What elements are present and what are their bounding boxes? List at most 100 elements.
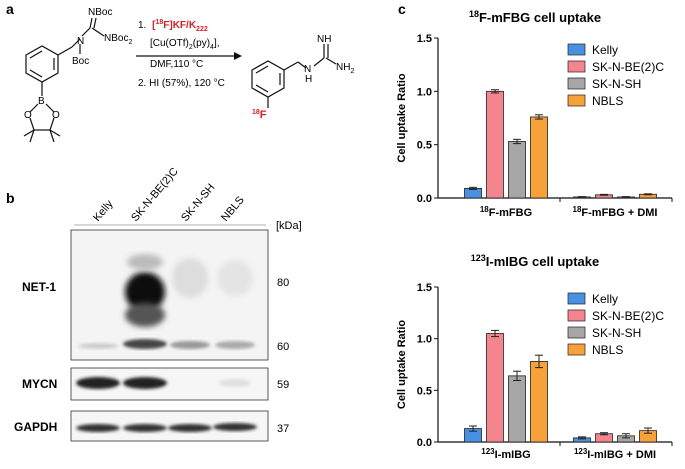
category-label: 18F-mFBG + DMI [573, 205, 658, 219]
lane-label-skn-be2c: SK-N-BE(2)C [129, 166, 181, 224]
boron-label: B [38, 96, 45, 107]
reaction-conditions-catalyst: [Cu(OTf)2(py)4], [150, 38, 220, 51]
legend-label: SK-N-SH [592, 326, 641, 340]
net1-band-kelly-60 [78, 343, 118, 349]
legend-swatch [567, 43, 586, 56]
legend-label: Kelly [592, 43, 618, 57]
chart-title-text: F-mFBG cell uptake [479, 10, 601, 25]
category-label: 18F-mFBG [480, 205, 532, 219]
marker-59-label: 59 [277, 379, 289, 391]
legend-swatch [567, 309, 586, 322]
net1-band-nbls-60 [215, 341, 255, 349]
category-label-superscript: 123 [574, 447, 588, 456]
y-axis-label: Cell uptake Ratio [396, 320, 408, 410]
chart-title-text: I-mIBG cell uptake [486, 254, 599, 269]
category-label-text: F-mFBG [489, 207, 532, 219]
legend-swatch [567, 60, 586, 73]
bar [530, 360, 548, 443]
reaction-arrow-head [234, 52, 242, 60]
bar [508, 375, 526, 443]
y-tick-label: 1.0 [417, 334, 432, 346]
category-label-text: I-mIBG + DMI [587, 449, 656, 461]
oxygen-label-left: O [24, 110, 32, 121]
category-label-superscript: 18 [480, 205, 489, 214]
gapdh-band-nbls [213, 423, 257, 431]
product-nh2-label: NH2 [336, 62, 354, 75]
legend-label: SK-N-SH [592, 77, 641, 91]
lane-label-kelly: Kelly [91, 198, 116, 224]
legend-label: NBLS [592, 94, 623, 108]
product-h-label: H [305, 74, 312, 85]
product-nh-label: NH [317, 34, 331, 45]
mycn-band-kelly [76, 377, 120, 389]
category-label-text: F-mFBG + DMI [581, 207, 657, 219]
gapdh-band-skn-sh [168, 424, 212, 432]
reaction-conditions-solvent: DMF,110 °C [150, 59, 203, 70]
marker-80-label: 80 [277, 277, 289, 289]
category-label: 123I-mIBG [481, 447, 530, 461]
synthesis-scheme: a [6, 1, 354, 143]
product-ring [251, 60, 285, 98]
product-structure [251, 44, 337, 108]
y-tick-label: 0.0 [417, 437, 432, 449]
bar [530, 116, 548, 199]
panel-label-c: c [398, 1, 406, 17]
y-tick-label: 1.5 [417, 33, 432, 45]
category-label-superscript: 18 [573, 205, 582, 214]
bar [486, 90, 504, 199]
legend-label: Kelly [592, 292, 618, 306]
category-label-superscript: 123 [481, 447, 495, 456]
legend-swatch [567, 343, 586, 356]
net1-band-skn-sh-haze [172, 258, 208, 298]
mycn-row-label: MYCN [22, 377, 57, 391]
lane-label-skn-sh: SK-N-SH [179, 182, 217, 224]
oxygen-label-right: O [52, 110, 60, 121]
marker-37-label: 37 [277, 423, 289, 435]
reaction-step-1: 1. [18F]KF/K222 [138, 19, 208, 33]
bar [486, 333, 504, 443]
y-tick-label: 1.5 [417, 282, 432, 294]
gapdh-row-label: GAPDH [14, 420, 57, 434]
product-n-label: N [304, 64, 311, 75]
mycn-band-nbls [219, 379, 251, 387]
panel-label-a: a [6, 1, 14, 17]
y-tick-label: 0.5 [417, 385, 432, 397]
net1-band-skn-be2c-main [125, 272, 165, 312]
legend-label: SK-N-BE(2)C [592, 60, 664, 74]
reactant-nboc-label: NBoc [88, 7, 112, 18]
legend-label: NBLS [592, 343, 623, 357]
net1-band-nbls-haze [217, 260, 253, 296]
reactant-n-label: N [77, 36, 84, 47]
gapdh-band-skn-be2c [123, 424, 167, 432]
lane-label-nbls: NBLS [219, 194, 247, 224]
panel-label-b: b [6, 190, 15, 206]
kda-unit-label: [kDa] [276, 220, 302, 232]
y-axis-label: Cell uptake Ratio [396, 73, 408, 163]
net1-row-label: NET-1 [22, 280, 56, 294]
net1-band-skn-be2c-top [127, 254, 163, 270]
legend-swatch [567, 94, 586, 107]
product-fluorine-label: 18F [252, 109, 267, 121]
reaction-step-2: 2. HI (57%), 120 °C [138, 78, 225, 89]
net1-band-skn-sh-60 [170, 341, 210, 349]
reactant-structure [23, 17, 105, 143]
reactant-boc-label: Boc [72, 56, 89, 67]
y-tick-label: 0.5 [417, 140, 432, 152]
net1-band-skn-be2c-smear [125, 303, 165, 327]
reactant-nboc2-label: NBoc2 [104, 33, 132, 46]
legend-swatch [567, 326, 586, 339]
mycn-band-skn-be2c [123, 377, 167, 389]
legend-label: SK-N-BE(2)C [592, 309, 664, 323]
chart-title: 18F-mFBG cell uptake [469, 9, 601, 25]
chart-title: 123I-mIBG cell uptake [471, 253, 599, 269]
chart-title-superscript: 18 [469, 9, 479, 19]
chart-title-superscript: 123 [471, 253, 486, 263]
y-tick-label: 0.0 [417, 193, 432, 205]
category-label: 123I-mIBG + DMI [574, 447, 656, 461]
category-label-text: I-mIBG [495, 449, 531, 461]
legend-swatch [567, 292, 586, 305]
net1-bands [78, 254, 255, 349]
